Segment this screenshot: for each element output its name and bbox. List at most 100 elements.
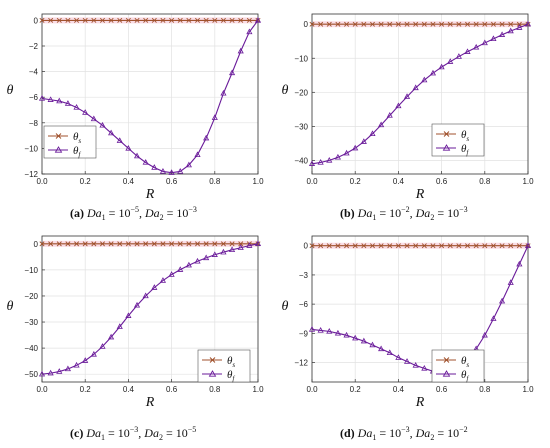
marker-x <box>378 243 384 249</box>
marker-triangle <box>203 254 210 261</box>
marker-x <box>413 21 419 27</box>
marker-triangle <box>47 96 54 102</box>
legend-marker-x <box>443 131 450 137</box>
y-tick-label: −40 <box>24 344 38 353</box>
marker-triangle <box>90 350 97 357</box>
panel-caption: (b) Da1 = 10−2, Da2 = 10−3 <box>340 205 468 222</box>
marker-triangle <box>108 129 115 136</box>
marker-x <box>99 241 105 247</box>
marker-triangle <box>159 277 167 283</box>
marker-x <box>82 241 88 247</box>
marker-x <box>387 243 393 249</box>
marker-x <box>117 17 123 23</box>
legend-label-f: θf <box>461 369 469 383</box>
marker-x <box>125 241 131 247</box>
panel-caption: (c) Da1 = 10−3, Da2 = 10−5 <box>70 425 196 442</box>
marker-x <box>160 241 166 247</box>
marker-x <box>48 241 54 247</box>
marker-x <box>421 243 427 249</box>
x-tick-label: 1.0 <box>252 177 264 186</box>
marker-triangle <box>151 164 158 170</box>
marker-triangle <box>421 364 428 371</box>
marker-triangle <box>352 334 359 341</box>
y-tick-label: −4 <box>29 68 39 77</box>
x-tick-label: 0.2 <box>350 385 362 394</box>
panel-c: 0.0 0.2 0.4 0.6 0.8 1.0 0 −10 −20 −30 −40 −50 Rθ θsθf… <box>7 235 264 442</box>
x-tick-label: 0.0 <box>36 385 48 394</box>
marker-triangle <box>64 365 71 372</box>
marker-triangle <box>334 329 341 336</box>
x-tick-label: 0.2 <box>80 385 92 394</box>
x-axis-label: R <box>415 395 425 410</box>
marker-triangle <box>455 53 462 59</box>
y-tick-label: −2 <box>29 42 39 51</box>
marker-x <box>108 17 114 23</box>
marker-triangle <box>317 326 324 333</box>
plot-frame <box>311 235 529 383</box>
marker-triangle <box>237 47 244 54</box>
marker-x <box>369 21 375 27</box>
legend-box <box>431 349 485 383</box>
marker-x <box>125 17 131 23</box>
y-tick-label: −8 <box>29 119 39 128</box>
marker-x <box>344 21 350 27</box>
marker-x <box>99 17 105 23</box>
marker-x <box>404 21 410 27</box>
marker-triangle <box>254 240 262 247</box>
marker-x <box>91 241 97 247</box>
marker-x <box>473 243 479 249</box>
marker-x <box>326 21 332 27</box>
marker-x <box>212 241 218 247</box>
marker-triangle <box>168 271 175 277</box>
marker-triangle <box>229 69 236 76</box>
marker-triangle <box>246 242 253 248</box>
marker-x <box>439 243 445 249</box>
marker-triangle <box>133 301 141 308</box>
marker-x <box>220 17 226 23</box>
y-tick-label: −50 <box>24 370 38 379</box>
marker-triangle <box>378 121 385 128</box>
marker-triangle <box>151 284 158 290</box>
marker-triangle <box>395 354 402 360</box>
marker-triangle <box>159 168 167 174</box>
x-tick-label: 0.0 <box>36 177 48 186</box>
marker-x <box>473 21 479 27</box>
marker-triangle <box>38 370 46 377</box>
marker-triangle <box>108 333 115 340</box>
marker-x <box>344 243 350 249</box>
marker-x <box>91 17 97 23</box>
marker-triangle <box>403 358 411 364</box>
marker-x <box>335 243 341 249</box>
marker-x <box>203 17 209 23</box>
marker-x <box>378 21 384 27</box>
marker-x <box>56 17 62 23</box>
marker-x <box>134 241 140 247</box>
marker-triangle <box>507 27 514 34</box>
marker-triangle <box>177 168 184 174</box>
marker-x <box>238 241 244 247</box>
legend-marker-x <box>443 357 450 363</box>
marker-triangle <box>203 134 210 141</box>
marker-x <box>238 17 244 23</box>
marker-x <box>39 241 45 247</box>
legend-marker-x <box>209 357 216 363</box>
marker-x <box>309 21 315 27</box>
marker-triangle <box>99 121 106 128</box>
marker-triangle <box>507 279 514 285</box>
marker-x <box>482 21 488 27</box>
x-axis-label: R <box>145 187 155 202</box>
marker-triangle <box>326 156 333 163</box>
legend-label-s: θs <box>461 355 469 369</box>
marker-x <box>48 17 54 23</box>
marker-x <box>447 21 453 27</box>
marker-x <box>490 243 496 249</box>
x-tick-label: 1.0 <box>522 177 534 186</box>
marker-x <box>108 241 114 247</box>
x-tick-label: 0.8 <box>209 385 221 394</box>
marker-triangle <box>499 31 506 37</box>
y-axis-label: θ <box>7 83 14 98</box>
x-tick-label: 0.4 <box>123 385 135 394</box>
